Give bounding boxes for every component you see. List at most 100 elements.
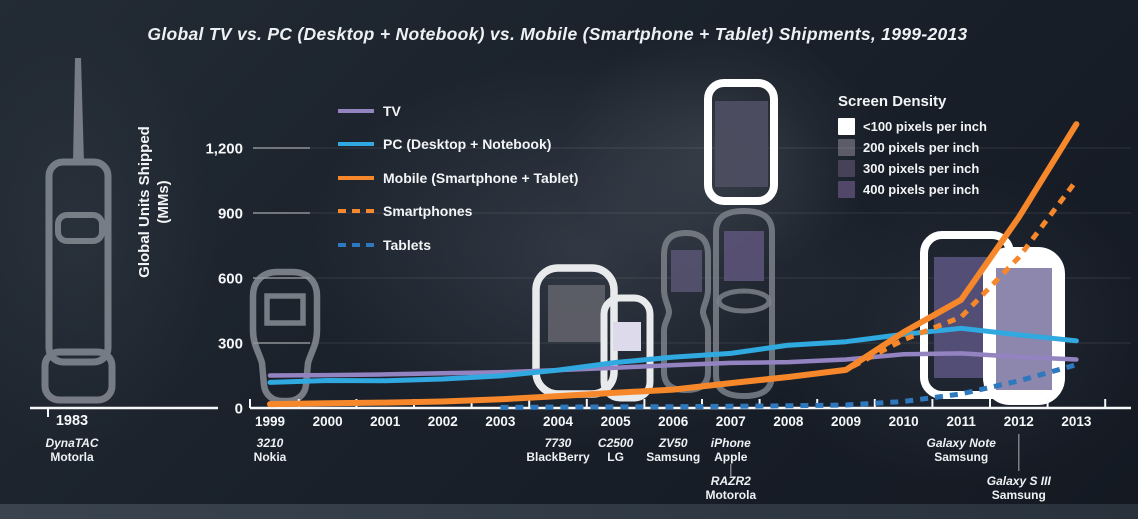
legend-line-sample <box>338 242 374 247</box>
year-label-2004: 2004 <box>543 414 574 429</box>
year-label-2008: 2008 <box>773 414 804 429</box>
year-label-2003: 2003 <box>485 414 516 429</box>
y-tick-label-900: 900 <box>218 206 243 223</box>
galaxy-s3-screen <box>996 268 1052 390</box>
density-label: 200 pixels per inch <box>863 140 980 155</box>
device-illustrations <box>41 58 1065 405</box>
pre-era-year-label: 1983 <box>56 413 88 429</box>
density-item-300-pixels-per-inch: 300 pixels per inch <box>838 160 987 177</box>
density-swatch <box>838 139 855 156</box>
density-swatch <box>838 118 855 135</box>
device-annotations: 3210Nokia7730BlackBerryC2500LGZV50Samsun… <box>254 434 1052 502</box>
year-label-2001: 2001 <box>370 414 401 429</box>
nokia-3210-illustration <box>249 268 321 405</box>
dynatac-illustration <box>41 58 116 404</box>
legend-line-sample <box>338 108 374 113</box>
legend-label: Smartphones <box>383 203 473 219</box>
legend-label: Tablets <box>383 236 431 253</box>
annotation-model: C2500 <box>598 436 634 450</box>
density-label: <100 pixels per inch <box>863 119 987 134</box>
density-label: 300 pixels per inch <box>863 161 980 176</box>
year-label-2007: 2007 <box>716 414 746 429</box>
motorola-razr2-hinge <box>716 288 772 314</box>
y-tick-label-600: 600 <box>218 271 243 288</box>
year-label-2011: 2011 <box>947 414 977 429</box>
iphone-illustration <box>704 79 778 205</box>
lg-c2500-screen <box>613 322 641 351</box>
annotation-model: Galaxy Note <box>927 436 997 450</box>
series-legend: TV PC (Desktop + Notebook) Mobile (Smartph… <box>338 101 578 269</box>
iphone-screen <box>715 101 768 187</box>
y-tick-label-0: 0 <box>235 401 243 418</box>
legend-line-sample <box>338 209 374 213</box>
iphone-body <box>704 79 778 205</box>
legend-item-tv: TV <box>338 101 578 120</box>
series-line-mobile-smartphone-tablet <box>267 121 1080 408</box>
lg-c2500-illustration <box>600 294 654 402</box>
legend-line-sample <box>338 142 374 146</box>
motorola-razr2-illustration <box>713 207 775 400</box>
year-label-2006: 2006 <box>658 414 689 429</box>
annotation-maker: Motorola <box>705 488 756 502</box>
motorola-razr2-body <box>713 207 775 400</box>
samsung-zv50-screen <box>671 250 702 292</box>
annotation-maker: Samsung <box>934 450 988 464</box>
legend-label: Mobile (Smartphone + Tablet) <box>383 169 579 186</box>
screen-density-title: Screen Density <box>838 93 947 110</box>
pre-era-maker-label: Motorla <box>50 450 94 464</box>
legend-item-smartphones: Smartphones <box>338 202 578 221</box>
year-label-2010: 2010 <box>889 414 919 429</box>
annotation-model: iPhone <box>711 436 751 450</box>
annotation-model: ZV50 <box>658 436 688 450</box>
series-line-pc-desktop-notebook <box>267 325 1079 385</box>
legend-line-sample <box>338 175 374 180</box>
annotation-maker: Apple <box>714 450 748 464</box>
series-line-tv <box>267 351 1079 378</box>
annotation-maker: LG <box>607 450 624 464</box>
year-label-2002: 2002 <box>428 414 458 429</box>
year-label-2013: 2013 <box>1061 414 1092 429</box>
legend-item-pc-desktop-notebook: PC (Desktop + Notebook) <box>338 135 578 154</box>
legend-label: TV <box>383 102 401 119</box>
year-label-2000: 2000 <box>313 414 343 429</box>
density-swatch <box>838 160 855 177</box>
year-label-2005: 2005 <box>601 414 632 429</box>
legend-item-mobile-smartphone-tablet: Mobile (Smartphone + Tablet) <box>338 168 578 187</box>
year-label-2009: 2009 <box>831 414 861 429</box>
y-tick-label-1200: 1,200 <box>205 141 243 158</box>
page-title: Global TV vs. PC (Desktop + Notebook) vs… <box>147 24 968 44</box>
density-item-400-pixels-per-inch: 400 pixels per inch <box>838 181 987 198</box>
annotation-maker: BlackBerry <box>526 450 590 464</box>
nokia-3210-screen <box>264 293 306 326</box>
legend-item-tablets: Tablets <box>338 235 578 254</box>
legend-label: PC (Desktop + Notebook) <box>383 136 552 152</box>
dynatac-body <box>45 158 112 366</box>
samsung-zv50-body <box>661 229 711 394</box>
density-label: 400 pixels per inch <box>863 182 980 197</box>
density-item-100-pixels-per-inch: <100 pixels per inch <box>838 118 987 135</box>
series-line-tablets <box>500 362 1078 410</box>
dynatac-earpiece <box>55 212 105 244</box>
annotation-model: RAZR2 <box>711 474 751 488</box>
lg-c2500-body <box>600 294 654 402</box>
dynatac-antenna <box>73 58 84 163</box>
year-label-1999: 1999 <box>255 414 285 429</box>
annotation-maker: Nokia <box>254 450 287 464</box>
annotation-model: Galaxy S III <box>987 474 1052 488</box>
year-label-2012: 2012 <box>1004 414 1034 429</box>
chart-series <box>267 121 1080 410</box>
annotation-maker: Samsung <box>992 488 1046 502</box>
samsung-zv50-illustration <box>661 229 711 394</box>
y-tick-label-300: 300 <box>218 336 243 353</box>
blackberry-7730-screen <box>548 285 605 342</box>
